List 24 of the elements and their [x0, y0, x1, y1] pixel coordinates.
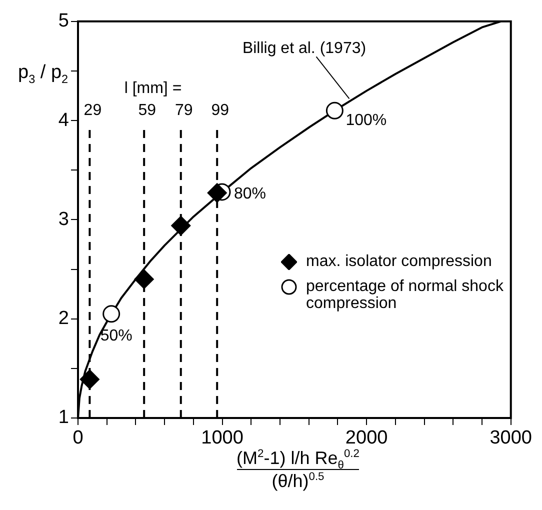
x-tick-label: 2000: [345, 428, 388, 449]
y-axis-title: p$_{3}$ / p$_{2}$: [18, 62, 68, 86]
annotation: l [mm] =: [124, 80, 182, 97]
y-tick-label: 4: [58, 110, 70, 131]
point: [207, 183, 227, 203]
y-tick-label: 5: [58, 10, 69, 32]
annotation: 79: [174, 102, 193, 119]
y-tick-label: 2: [58, 308, 69, 330]
annotation: 29: [84, 102, 102, 119]
annotation: 80%: [234, 185, 266, 202]
legend-label: max. isolator compression: [306, 253, 492, 270]
point: [326, 102, 344, 120]
x-tick-label: 3000: [490, 428, 532, 449]
y-tick-label: 1: [58, 407, 69, 428]
annotation: 99: [211, 102, 230, 119]
annotation: 50%: [100, 327, 132, 344]
y-tick-label: 3: [58, 208, 69, 230]
x-tick-label: 1000: [201, 428, 244, 449]
annotation: 100%: [346, 112, 387, 130]
annotation: 59: [138, 102, 156, 119]
x-tick-label: 0: [72, 428, 84, 449]
point: [102, 305, 120, 323]
annotation: Billig et al. (1973): [242, 40, 366, 58]
legend-label: percentage of normal shock compression: [306, 278, 504, 312]
